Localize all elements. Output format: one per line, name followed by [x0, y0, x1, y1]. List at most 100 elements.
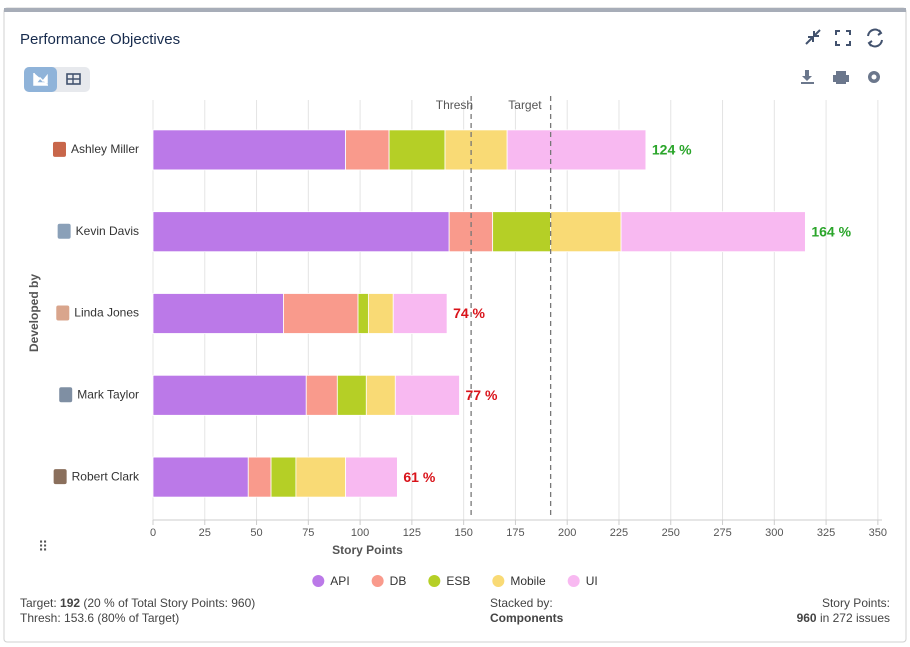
reference-label: Thresh: [436, 98, 473, 112]
pct-label: 74 %: [453, 305, 485, 321]
bar-segment: [367, 293, 394, 334]
pct-label: 61 %: [403, 469, 435, 485]
bar-segment: [247, 456, 272, 498]
x-tick-label: 275: [713, 527, 731, 539]
footer-part: Stacked by:: [490, 596, 553, 610]
bar-segment: [345, 456, 398, 498]
legend-label: API: [330, 574, 349, 588]
x-tick-label: 0: [150, 527, 156, 539]
legend-marker: [428, 575, 441, 587]
y-axis-title: Developed by: [27, 274, 41, 352]
footer-text: Stacked by:: [490, 596, 553, 610]
y-tick-label: Ashley Miller: [71, 142, 139, 156]
chart-icon: [33, 73, 48, 86]
avatar: [52, 141, 66, 157]
pct-label: 124 %: [652, 142, 692, 158]
legend-marker: [567, 575, 580, 587]
view-toggle[interactable]: [24, 67, 90, 92]
bar-segment: [357, 293, 369, 334]
pct-label: 164 %: [811, 223, 851, 239]
x-tick-label: 350: [869, 527, 887, 539]
print-icon[interactable]: [833, 71, 849, 84]
legend-label: Mobile: [510, 574, 546, 588]
legend-label: DB: [390, 574, 407, 588]
card-top-bar: [4, 8, 906, 12]
y-tick-label: Mark Taylor: [77, 387, 139, 401]
legend-marker: [371, 575, 384, 587]
bar-segment: [388, 129, 446, 171]
avatar: [56, 305, 70, 321]
table-icon-lines: [67, 74, 80, 84]
bar-segment: [270, 456, 297, 498]
y-tick-label: Linda Jones: [74, 306, 139, 320]
x-tick-label: 25: [199, 527, 211, 539]
bar-segment: [152, 293, 284, 334]
x-axis-title: Story Points: [332, 543, 403, 557]
fullscreen-icon[interactable]: [835, 30, 851, 46]
legend-marker: [492, 575, 505, 587]
x-tick-label: 200: [558, 527, 576, 539]
legend-marker: [312, 575, 325, 587]
y-tick-label: Robert Clark: [72, 469, 140, 483]
bar-segment: [444, 129, 508, 171]
footer-part: (20 % of Total Story Points: 960): [80, 596, 255, 610]
footer-text: Thresh: 153.6 (80% of Target): [20, 611, 179, 625]
download-icon[interactable]: [801, 70, 814, 84]
chart-title: Performance Objectives: [20, 31, 180, 48]
bar-segment: [345, 129, 390, 171]
footer-part: 153.6 (80% of Target): [61, 611, 180, 625]
window-icons[interactable]: [805, 28, 883, 48]
pct-label: 77 %: [466, 387, 498, 403]
footer-text: 960 in 272 issues: [797, 611, 890, 625]
footer-part: 960: [797, 611, 817, 625]
x-tick-label: 225: [610, 527, 628, 539]
footer-text: Components: [490, 611, 564, 625]
y-tick-label: Kevin Davis: [76, 224, 139, 238]
x-tick-label: 150: [454, 527, 472, 539]
bar-segment: [506, 129, 647, 171]
drag-handle[interactable]: ⠿: [38, 539, 48, 555]
bar-segment: [305, 374, 338, 416]
x-tick-label: 175: [506, 527, 524, 539]
avatar: [57, 223, 71, 239]
bar-segment: [492, 211, 552, 253]
footer-text: Story Points:: [822, 596, 890, 610]
avatar: [53, 469, 67, 485]
avatar: [59, 387, 73, 403]
bar-segment: [394, 374, 460, 416]
refresh-icon[interactable]: [867, 28, 883, 48]
x-tick-label: 50: [250, 527, 262, 539]
x-tick-label: 100: [351, 527, 369, 539]
settings-icon-hole: [871, 74, 877, 80]
legend-label: UI: [586, 574, 598, 588]
bar-segment: [152, 129, 347, 171]
footer-part: in 272 issues: [817, 611, 890, 625]
legend-label: ESB: [446, 574, 470, 588]
footer-part: 192: [57, 596, 81, 610]
bar-segment: [152, 456, 249, 498]
legend: API DB ESB Mobile UI: [312, 574, 598, 588]
bar-segment: [152, 374, 307, 416]
footer-part: Components: [490, 611, 564, 625]
footer-part: Target:: [20, 596, 57, 610]
footer-text: Target: 192 (20 % of Total Story Points:…: [20, 596, 255, 610]
bar-segment: [392, 293, 448, 334]
footer-part: Thresh:: [20, 611, 61, 625]
bar-segment: [550, 211, 622, 253]
bar-segment: [620, 211, 806, 253]
reference-label: Target: [508, 98, 542, 112]
bar-segment: [365, 374, 396, 416]
x-tick-label: 325: [817, 527, 835, 539]
x-tick-label: 75: [302, 527, 314, 539]
bar-segment: [152, 211, 450, 253]
bar-segment: [295, 456, 347, 498]
x-tick-label: 250: [662, 527, 680, 539]
footer-part: Story Points:: [822, 596, 890, 610]
tool-icons[interactable]: [801, 70, 880, 84]
collapse-icon[interactable]: [805, 29, 821, 45]
x-tick-label: 125: [403, 527, 421, 539]
bar-segment: [283, 293, 359, 334]
bar-segment: [336, 374, 367, 416]
